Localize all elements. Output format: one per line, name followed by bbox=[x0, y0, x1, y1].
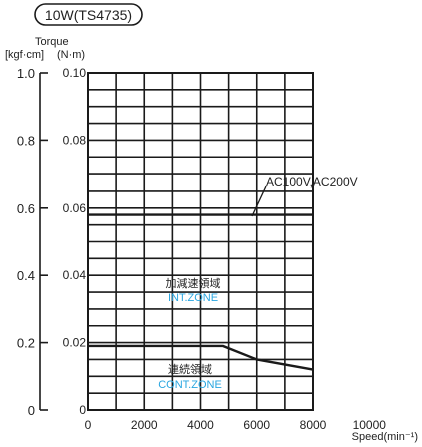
y-tick-label-nm: 0.10 bbox=[63, 66, 87, 80]
y-tick-label-kgf: 0.8 bbox=[17, 133, 35, 148]
plot-frame bbox=[87, 72, 314, 411]
cont-zone-en-label: CONT.ZONE bbox=[158, 379, 222, 391]
x-tick-label: 10000 bbox=[353, 418, 387, 432]
y-tick-label-kgf: 0.4 bbox=[17, 268, 35, 283]
y-tick-label-nm: 0.04 bbox=[63, 268, 87, 282]
y-tick-label-nm: 0.06 bbox=[63, 201, 87, 215]
voltage-leader-line bbox=[251, 185, 267, 217]
y-tick-label-kgf: 0 bbox=[28, 403, 35, 418]
y-axis-units-left: [kgf·cm] bbox=[5, 49, 44, 61]
x-tick-label: 2000 bbox=[131, 418, 158, 432]
x-axis-title: Speed(min⁻¹) bbox=[352, 431, 418, 443]
cont-zone-jp-label: 連続領域 bbox=[168, 362, 212, 376]
model-badge-text: 10W(TS4735) bbox=[45, 7, 132, 23]
x-tick-label: 0 bbox=[85, 418, 92, 432]
y-tick-label-kgf: 0.2 bbox=[17, 336, 35, 351]
y-tick-label-nm: 0.08 bbox=[63, 133, 87, 147]
y-axis-units-right: (N·m) bbox=[57, 49, 85, 61]
y-tick-label-nm: 0 bbox=[79, 403, 86, 417]
int-zone-en-label: INT.ZONE bbox=[168, 292, 218, 304]
model-badge-frame bbox=[34, 3, 143, 26]
voltage-label: AC100V,AC200V bbox=[266, 175, 358, 189]
series-line-cont-zone bbox=[88, 344, 314, 371]
x-tick-label: 6000 bbox=[243, 418, 270, 432]
int-zone-jp-label: 加減速領域 bbox=[166, 276, 221, 290]
y-tick-label-nm: 0.02 bbox=[63, 336, 87, 350]
grid bbox=[88, 73, 313, 410]
x-tick-label: 4000 bbox=[187, 418, 214, 432]
y-tick-label-kgf: 1.0 bbox=[17, 66, 35, 81]
y-axis-title: Torque bbox=[35, 36, 69, 48]
tick-labels: 0 2000 4000 6000 8000 10000 0 0.02 0.04 0.06 0.08 0… bbox=[17, 66, 386, 432]
x-tick-label: 8000 bbox=[300, 418, 327, 432]
y-tick-label-kgf: 0.6 bbox=[17, 201, 35, 216]
series bbox=[88, 213, 314, 371]
